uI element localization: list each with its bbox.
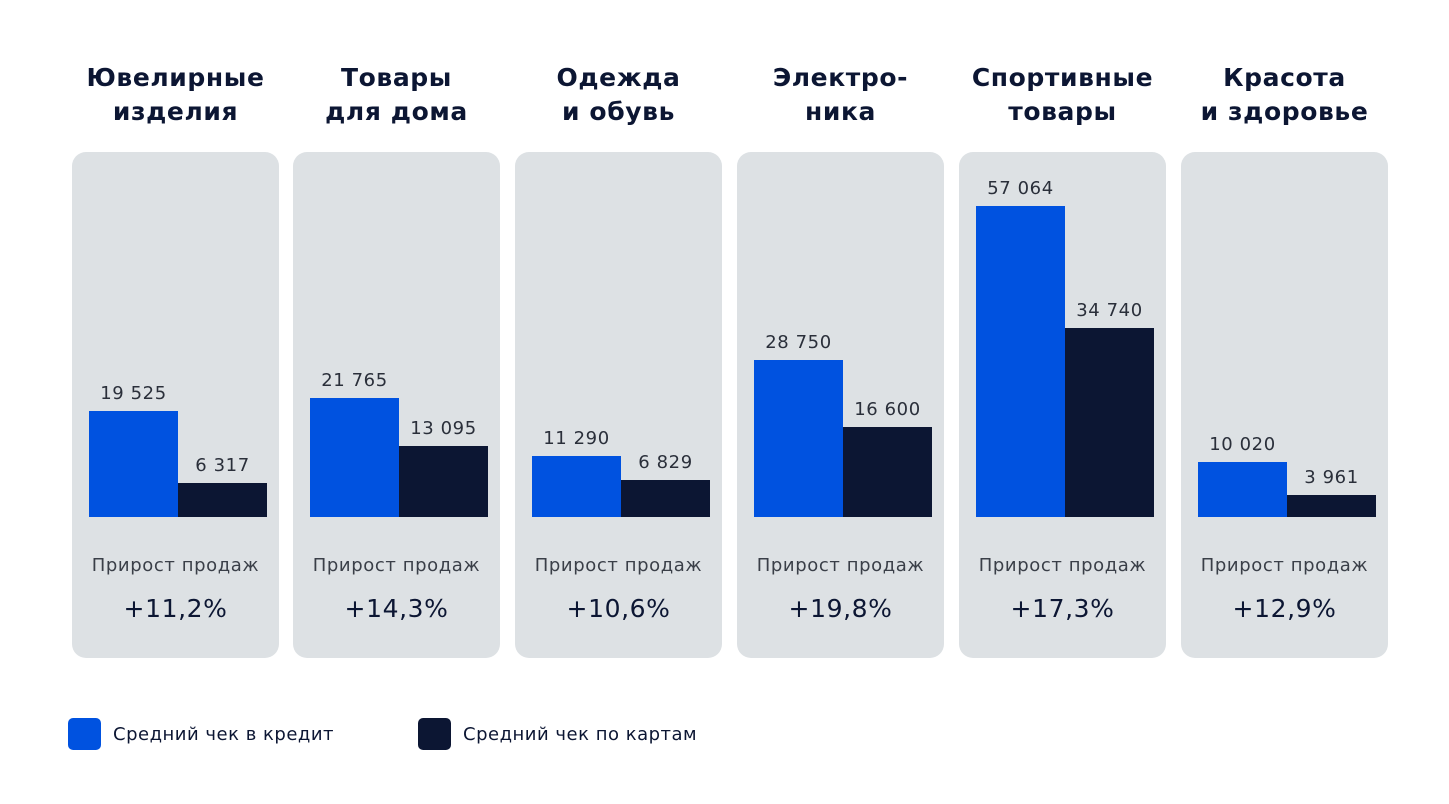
bar-cards — [1287, 495, 1376, 517]
growth-label: Прирост продаж — [756, 555, 925, 576]
bar-credit — [532, 455, 621, 517]
chart-panels: Ювелирные изделия 19 525 6 317 Прирост прод… — [72, 0, 1388, 660]
legend-item-credit: Средний чек в кредит — [68, 718, 334, 750]
bar-value-label-credit: 28 750 — [765, 332, 832, 354]
growth-label: Прирост продаж — [91, 555, 260, 576]
bar-value-label-credit: 19 525 — [100, 382, 167, 404]
growth-value: +10,6% — [566, 594, 671, 623]
bar-credit — [976, 206, 1065, 517]
bar-value-label-cards: 3 961 — [1304, 467, 1359, 489]
bar-credit — [1198, 462, 1287, 517]
growth-label: Прирост продаж — [1200, 555, 1369, 576]
growth-value: +19,8% — [788, 594, 893, 623]
growth-value: +12,9% — [1232, 594, 1337, 623]
category-group: Спортивные товары 57 064 34 740 Прирост про… — [959, 0, 1166, 660]
category-title: Ювелирные изделия — [86, 63, 265, 126]
category-title: Красота и здоровье — [1200, 63, 1369, 126]
growth-value: +17,3% — [1010, 594, 1115, 623]
legend-swatch-cards — [418, 718, 451, 750]
bar-cards — [621, 479, 710, 517]
category-title: Электро- ника — [772, 63, 909, 126]
growth-value: +14,3% — [344, 594, 449, 623]
bar-cards — [843, 426, 932, 517]
legend-label-credit: Средний чек в кредит — [113, 723, 335, 745]
growth-label: Прирост продаж — [312, 555, 481, 576]
category-title: Одежда и обувь — [556, 63, 681, 126]
category-panel — [72, 152, 279, 658]
bar-cards — [1065, 327, 1154, 517]
growth-label: Прирост продаж — [534, 555, 703, 576]
growth-label: Прирост продаж — [978, 555, 1147, 576]
category-panel — [1181, 152, 1388, 658]
bar-cards — [178, 482, 267, 517]
bar-credit — [754, 360, 843, 517]
category-plot: 11 290 6 829 — [532, 152, 710, 517]
category-group: Красота и здоровье 10 020 3 961 Прирост про… — [1181, 0, 1388, 660]
category-plot: 10 020 3 961 — [1198, 152, 1376, 517]
category-panel — [515, 152, 722, 658]
legend-label-cards: Средний чек по картам — [463, 723, 698, 745]
category-plot: 19 525 6 317 — [89, 152, 267, 517]
growth-value: +11,2% — [123, 594, 228, 623]
category-plot: 28 750 16 600 — [754, 152, 932, 517]
legend-swatch-credit — [68, 718, 101, 750]
bar-credit — [310, 398, 399, 517]
bar-value-label-credit: 11 290 — [543, 427, 610, 449]
bar-value-label-cards: 13 095 — [410, 417, 477, 439]
category-group: Ювелирные изделия 19 525 6 317 Прирост прод… — [72, 0, 279, 660]
category-group: Одежда и обувь 11 290 6 829 Прирост продаж +… — [515, 0, 722, 660]
bar-credit — [89, 410, 178, 517]
category-plot: 57 064 34 740 — [976, 152, 1154, 517]
bar-value-label-cards: 6 317 — [195, 454, 250, 476]
bar-value-label-credit: 21 765 — [321, 370, 388, 392]
bar-value-label-cards: 6 829 — [638, 451, 693, 473]
bar-value-label-credit: 57 064 — [987, 178, 1054, 199]
category-group: Товары для дома 21 765 13 095 Прирост прода… — [293, 0, 500, 660]
legend-item-cards: Средний чек по картам — [418, 718, 697, 750]
bar-cards — [399, 445, 488, 517]
category-group: Электро- ника 28 750 16 600 Прирост продаж +… — [737, 0, 944, 660]
category-title: Спортивные товары — [971, 63, 1154, 126]
bar-value-label-credit: 10 020 — [1209, 434, 1276, 456]
category-plot: 21 765 13 095 — [310, 152, 488, 517]
bar-value-label-cards: 16 600 — [854, 398, 921, 420]
category-title: Товары для дома — [325, 63, 468, 126]
bar-value-label-cards: 34 740 — [1076, 299, 1143, 321]
